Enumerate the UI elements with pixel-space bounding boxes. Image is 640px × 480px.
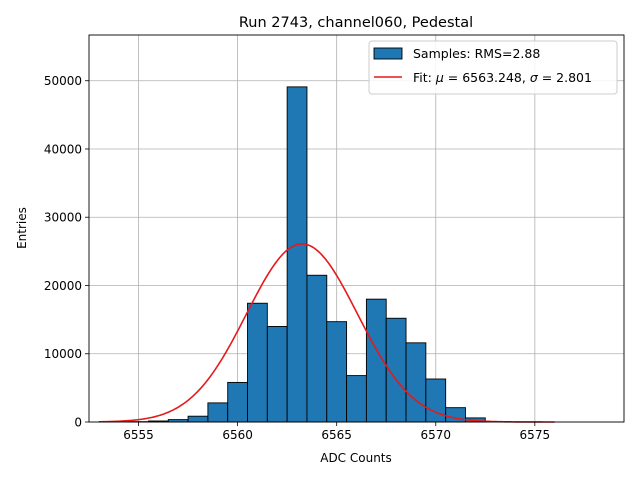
x-axis-ticks: 6555 6560 6565 6570 6575 xyxy=(123,422,550,442)
legend-fit-label: Fit: μ = 6563.248, σ = 2.801 xyxy=(413,70,592,85)
legend-samples-label: Samples: RMS=2.88 xyxy=(413,46,540,61)
histogram-bar xyxy=(187,415,209,423)
histogram-bar xyxy=(266,325,288,423)
histogram-bar xyxy=(346,375,367,423)
legend-mu-symbol: μ xyxy=(435,70,444,85)
legend-bar-swatch xyxy=(373,47,403,60)
x-tick-label: 6555 xyxy=(123,428,154,442)
x-tick-label: 6565 xyxy=(321,428,352,442)
legend-mu-value: = 6563.248, xyxy=(444,70,530,85)
y-tick-label: 20000 xyxy=(44,279,82,293)
y-axis-ticks: 0 10000 20000 30000 40000 50000 xyxy=(44,74,89,430)
x-axis-label: ADC Counts xyxy=(320,451,392,465)
x-tick-label: 6575 xyxy=(520,428,551,442)
x-tick-label: 6560 xyxy=(222,428,253,442)
histogram-bar xyxy=(227,381,248,423)
histogram-bar xyxy=(247,302,268,423)
y-tick-label: 50000 xyxy=(44,74,82,88)
histogram-bar xyxy=(306,274,328,423)
legend: Samples: RMS=2.88 Fit: μ = 6563.248, σ =… xyxy=(368,40,618,95)
legend-frame xyxy=(368,40,618,95)
histogram-bar xyxy=(405,342,427,423)
y-tick-label: 30000 xyxy=(44,211,82,225)
x-tick-label: 6570 xyxy=(420,428,451,442)
gaussian-fit-curve xyxy=(98,243,555,423)
histogram-bar xyxy=(286,86,308,423)
histogram-bars xyxy=(128,86,486,423)
chart-title: Run 2743, channel060, Pedestal xyxy=(239,15,473,31)
y-tick-label: 10000 xyxy=(44,347,82,361)
y-axis-label: Entries xyxy=(15,207,29,249)
legend-fit-prefix: Fit: xyxy=(413,70,436,85)
legend-sigma-value: = 2.801 xyxy=(538,70,592,85)
legend-sigma-symbol: σ xyxy=(530,70,539,85)
axes-frame xyxy=(88,34,625,423)
y-tick-label: 0 xyxy=(74,416,82,430)
y-tick-label: 40000 xyxy=(44,142,82,156)
histogram-bar xyxy=(207,402,229,423)
histogram-bar xyxy=(326,321,348,423)
